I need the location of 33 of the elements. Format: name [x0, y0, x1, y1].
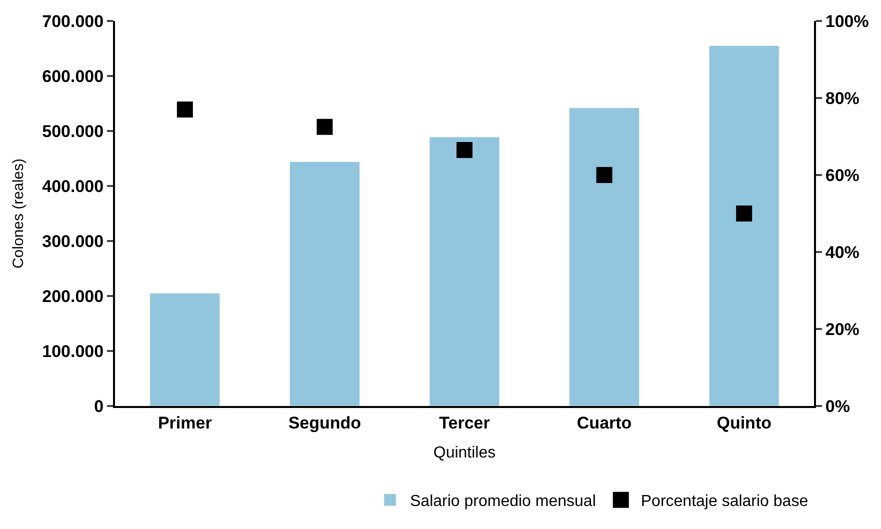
x-tick-label: Quinto	[716, 413, 772, 432]
bar	[290, 162, 360, 406]
point	[596, 167, 612, 183]
y-tick-label: 400.000	[42, 176, 104, 196]
y2-tick-label: 40%	[825, 242, 860, 262]
y-tick-label: 700.000	[42, 12, 104, 31]
bar	[708, 46, 780, 406]
legend-label: Porcentaje salario base	[640, 493, 808, 510]
y-tick-label: 0	[94, 396, 104, 416]
y-tick-label: 500.000	[42, 122, 104, 141]
legend-label: Salario promedio mensual	[410, 493, 596, 510]
y2-tick-label: 0%	[825, 396, 850, 416]
point	[316, 118, 333, 135]
y2-tick-label: 100%	[825, 12, 869, 31]
y-tick-label: 200.000	[42, 286, 104, 306]
y-tick-label: 600.000	[42, 66, 104, 86]
point	[456, 142, 472, 158]
x-tick-label: Segundo	[288, 413, 362, 432]
y2-tick-label: 60%	[825, 166, 860, 185]
y2-tick-label: 80%	[825, 88, 860, 108]
y-tick-label: 300.000	[42, 232, 104, 251]
y2-tick-label: 20%	[825, 320, 860, 339]
bar	[429, 136, 500, 406]
point	[176, 102, 193, 118]
bar	[569, 108, 640, 406]
x-tick-label: Primer	[158, 413, 212, 432]
y-tick-label: 100.000	[42, 342, 104, 361]
x-tick-label: Tercer	[439, 413, 490, 432]
x-axis-title: Quintiles	[433, 444, 496, 462]
point	[736, 206, 752, 222]
y-axis-title: Colones (reales)	[10, 158, 27, 269]
bar	[150, 293, 220, 406]
x-tick-label: Cuarto	[576, 413, 632, 432]
